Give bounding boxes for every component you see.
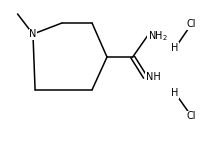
Text: Cl: Cl: [187, 19, 196, 29]
Text: Cl: Cl: [187, 111, 196, 121]
Text: H: H: [171, 43, 179, 53]
Text: H: H: [171, 88, 179, 98]
Text: NH$_2$: NH$_2$: [148, 29, 168, 43]
Text: N: N: [29, 29, 37, 39]
Text: NH: NH: [146, 73, 160, 82]
